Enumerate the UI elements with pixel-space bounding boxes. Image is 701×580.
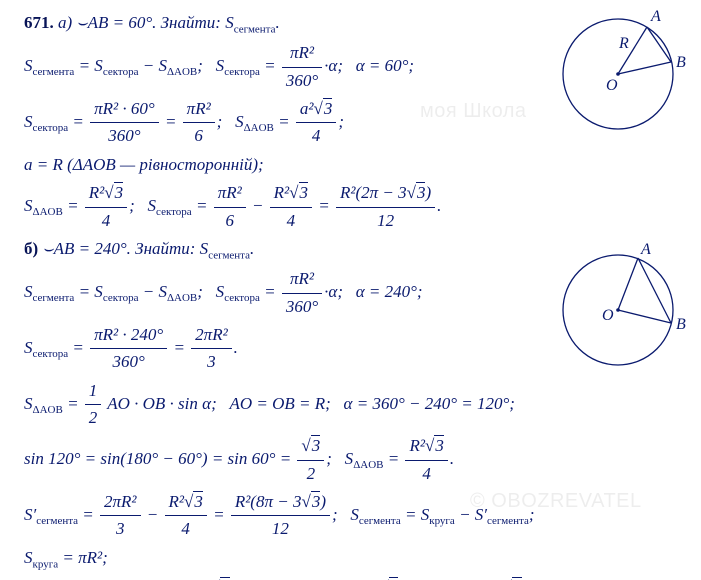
line-b-6: Sкруга = πR²;: [24, 545, 687, 573]
line-b-2: Sсектора = πR² · 240°360° = 2πR²3.: [24, 322, 687, 376]
line-b-7: Sсегмента = πR² − R²(8π − 33)12 = R²(12π…: [24, 575, 687, 580]
line-b-given: б) ⌣AB = 240°. Знайти: Sсегмента.: [24, 236, 687, 264]
line-a-4: SΔAOB = R²34; Sсектора = πR²6 − R²34 = R…: [24, 180, 687, 234]
solution-body: 671. a) ⌣AB = 60°. Знайти: Sсегмента. Sс…: [0, 0, 701, 580]
line-b-5: S′сегмента = 2πR²3 − R²34 = R²(8π − 33)1…: [24, 489, 687, 543]
line-a-given: 671. a) ⌣AB = 60°. Знайти: Sсегмента.: [24, 10, 687, 38]
line-a-3: a = R (ΔAOB — рівносторонній);: [24, 152, 687, 178]
line-b-1: Sсегмента = Sсектора − SΔAOB; Sсектора =…: [24, 266, 687, 320]
line-a-2: Sсектора = πR² · 60°360° = πR²6; SΔAOB =…: [24, 96, 687, 150]
line-a-1: Sсегмента = Sсектора − SΔAOB; Sсектора =…: [24, 40, 687, 94]
line-b-3: SΔAOB = 12 AO · OB · sin α; AO = OB = R;…: [24, 378, 687, 432]
line-b-4: sin 120° = sin(180° − 60°) = sin 60° = 3…: [24, 433, 687, 487]
